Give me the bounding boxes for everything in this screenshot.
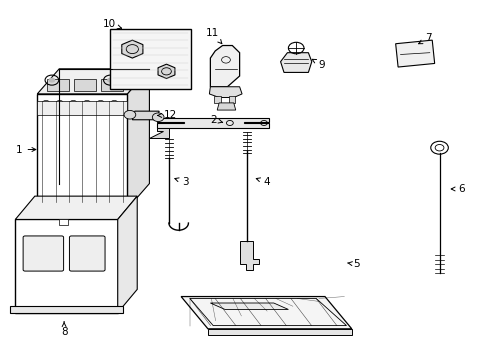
Polygon shape bbox=[207, 329, 351, 335]
Polygon shape bbox=[37, 69, 149, 94]
Bar bbox=[59, 220, 68, 225]
Text: 10: 10 bbox=[102, 19, 121, 29]
Circle shape bbox=[152, 113, 163, 122]
Circle shape bbox=[124, 111, 136, 119]
Text: 1: 1 bbox=[16, 144, 36, 154]
Polygon shape bbox=[181, 297, 351, 329]
Text: 5: 5 bbox=[347, 259, 359, 269]
Bar bbox=[37, 94, 127, 209]
Bar bbox=[228, 96, 235, 103]
Text: 7: 7 bbox=[418, 33, 431, 44]
Polygon shape bbox=[209, 87, 242, 98]
Polygon shape bbox=[132, 111, 159, 120]
Polygon shape bbox=[158, 64, 175, 78]
Bar bbox=[74, 79, 96, 91]
Text: 4: 4 bbox=[256, 177, 269, 187]
Text: 8: 8 bbox=[61, 322, 67, 337]
Polygon shape bbox=[127, 69, 149, 209]
Text: 2: 2 bbox=[210, 115, 222, 125]
FancyBboxPatch shape bbox=[15, 220, 118, 313]
Polygon shape bbox=[395, 40, 434, 67]
Bar bbox=[214, 96, 220, 103]
Polygon shape bbox=[157, 118, 268, 128]
Polygon shape bbox=[210, 45, 239, 87]
Circle shape bbox=[107, 78, 114, 83]
Bar bbox=[47, 79, 69, 91]
Polygon shape bbox=[239, 241, 259, 270]
Polygon shape bbox=[217, 103, 235, 110]
Circle shape bbox=[48, 78, 55, 83]
Text: 12: 12 bbox=[158, 111, 177, 121]
Text: 11: 11 bbox=[205, 28, 222, 44]
Polygon shape bbox=[118, 196, 137, 313]
FancyBboxPatch shape bbox=[110, 30, 190, 89]
Polygon shape bbox=[210, 303, 288, 310]
Polygon shape bbox=[280, 53, 311, 72]
Polygon shape bbox=[15, 196, 137, 220]
Bar bbox=[37, 101, 127, 116]
Bar bbox=[101, 79, 122, 91]
Text: 3: 3 bbox=[175, 177, 188, 187]
FancyBboxPatch shape bbox=[69, 236, 105, 271]
FancyBboxPatch shape bbox=[23, 236, 63, 271]
Text: 6: 6 bbox=[450, 184, 464, 194]
Polygon shape bbox=[10, 306, 122, 313]
Polygon shape bbox=[149, 128, 168, 138]
Text: 9: 9 bbox=[312, 59, 324, 69]
Polygon shape bbox=[122, 40, 142, 58]
